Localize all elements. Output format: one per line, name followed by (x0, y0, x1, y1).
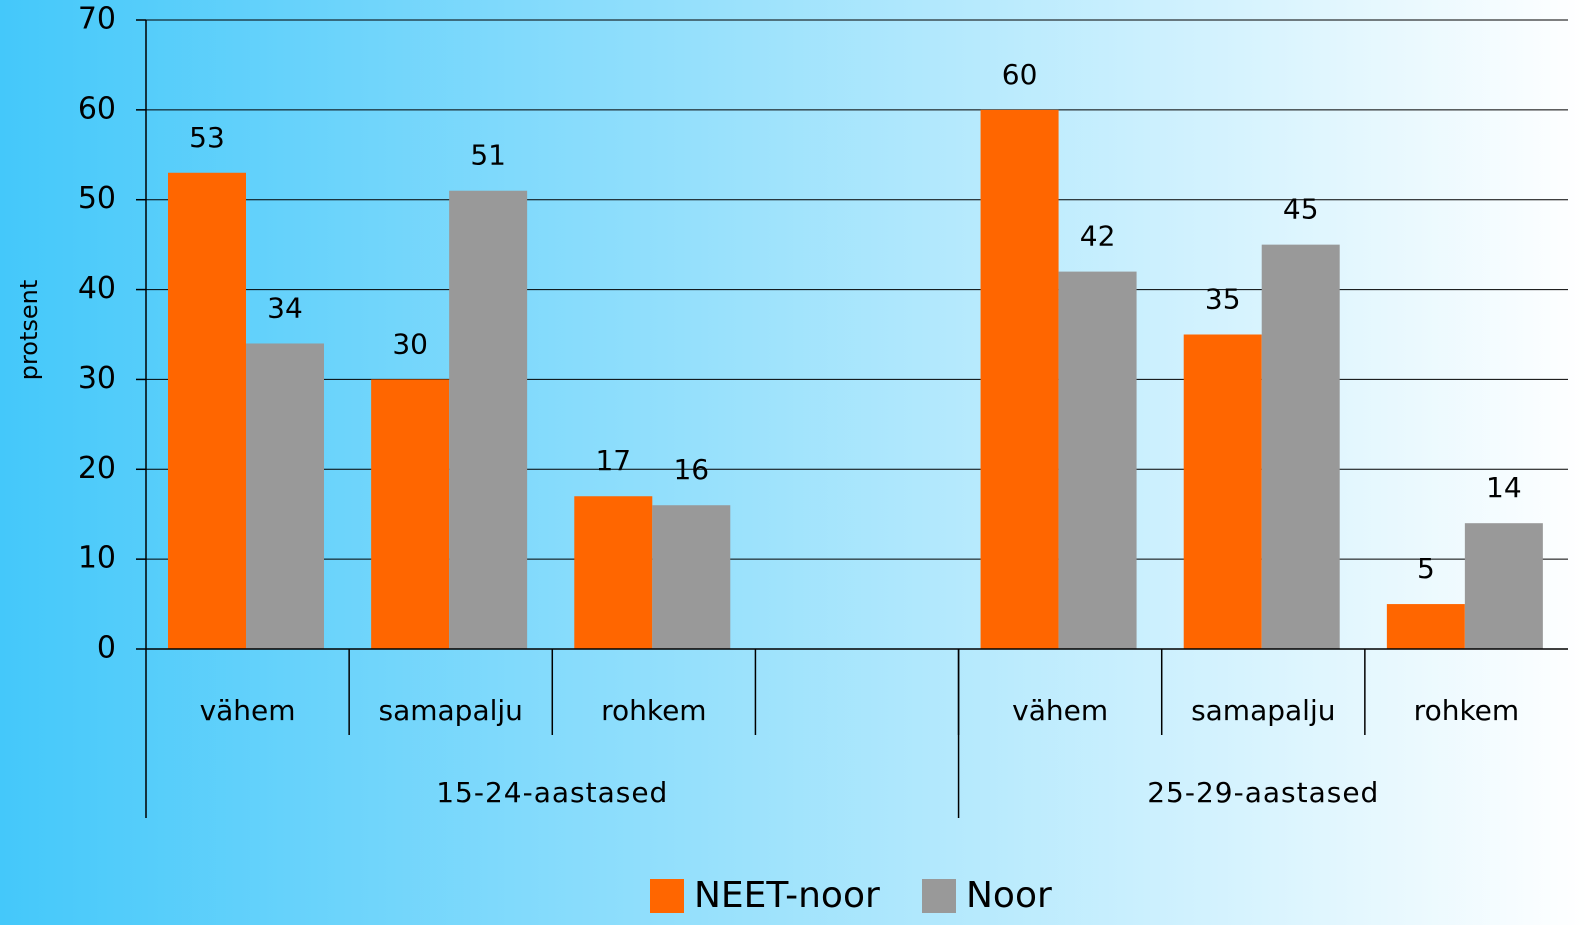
value-label: 53 (189, 121, 225, 154)
y-tick-label: 50 (78, 181, 116, 216)
y-axis-label: protsent (15, 280, 43, 381)
x-tick-label: vähem (200, 694, 296, 727)
value-label: 16 (673, 453, 709, 486)
value-label: 17 (595, 444, 631, 477)
group-label: 25-29-aastased (1147, 776, 1379, 809)
legend-label: Noor (966, 875, 1052, 916)
y-tick-label: 20 (78, 451, 116, 486)
bar (652, 505, 731, 649)
bar (168, 172, 246, 649)
y-tick-label: 40 (78, 271, 116, 306)
y-tick-label: 70 (78, 2, 116, 37)
bar (1464, 523, 1543, 649)
bar (1261, 244, 1340, 649)
value-label: 35 (1205, 283, 1241, 316)
x-tick-label: rohkem (601, 694, 707, 727)
value-label: 34 (267, 291, 303, 324)
value-label: 45 (1283, 193, 1319, 226)
bar (449, 190, 528, 649)
value-label: 60 (1002, 58, 1038, 91)
bar (371, 379, 450, 649)
bar (574, 496, 653, 649)
x-tick-label: samapalju (1191, 694, 1335, 727)
x-tick-label: vähem (1012, 694, 1108, 727)
value-label: 51 (470, 139, 506, 172)
bar (1058, 271, 1137, 649)
x-tick-label: rohkem (1414, 694, 1520, 727)
value-label: 14 (1486, 471, 1522, 504)
value-label: 5 (1417, 552, 1435, 585)
legend-label: NEET-noor (694, 875, 880, 916)
group-label: 15-24-aastased (436, 776, 668, 809)
value-label: 42 (1080, 220, 1116, 253)
x-tick-label: samapalju (379, 694, 523, 727)
bar (1183, 334, 1262, 649)
y-tick-label: 0 (97, 631, 116, 666)
bar (1386, 604, 1465, 649)
legend-swatch (650, 879, 684, 913)
bar (246, 343, 324, 649)
y-tick-label: 60 (78, 91, 116, 126)
y-tick-label: 30 (78, 361, 116, 396)
bar (980, 109, 1059, 650)
value-label: 30 (392, 327, 428, 360)
legend-swatch (922, 879, 956, 913)
y-tick-label: 10 (78, 541, 116, 576)
